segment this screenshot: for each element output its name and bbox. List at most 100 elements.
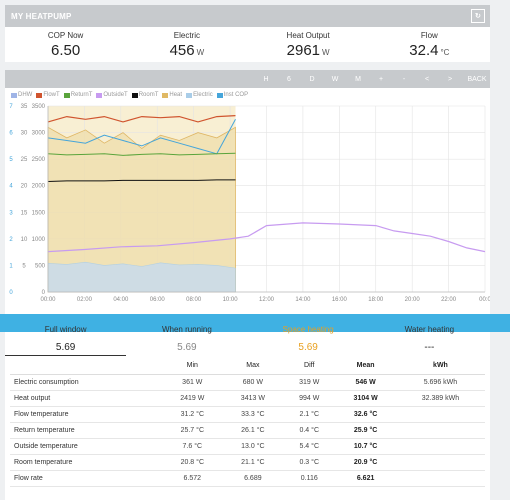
table-cell: Flow temperature bbox=[10, 406, 163, 423]
heat-series bbox=[47, 126, 236, 293]
header-bar: MY HEATPUMP ↻ bbox=[5, 5, 490, 27]
header-cell: Mean bbox=[335, 358, 396, 375]
legend-label: ReturnT bbox=[70, 92, 93, 98]
legend-item[interactable]: OutsideT bbox=[96, 92, 128, 98]
table-cell: 6.689 bbox=[222, 470, 284, 487]
chart-legend: DHW FlowT ReturnT OutsideT RoomT Heat Electric… bbox=[11, 92, 248, 98]
tab-space-heating[interactable]: Space heating 5.69 bbox=[248, 325, 369, 356]
flowt-series bbox=[47, 115, 236, 123]
legend-item[interactable]: Heat bbox=[162, 92, 182, 98]
table-cell: 32.6 °C bbox=[335, 406, 396, 423]
stat-label: Electric bbox=[173, 31, 200, 40]
stat-value: 2961 W bbox=[286, 42, 330, 59]
tab-when-running[interactable]: When running 5.69 bbox=[126, 325, 247, 356]
btn-week[interactable]: W bbox=[331, 75, 339, 83]
stat-value: 456 W bbox=[169, 42, 205, 59]
legend-label: Heat bbox=[169, 92, 183, 98]
table-cell: 20.8 °C bbox=[162, 454, 223, 471]
x-tick-label: 12:00 bbox=[259, 297, 275, 303]
tab-water-heating[interactable]: Water heating --- bbox=[369, 325, 490, 356]
table-cell: 3104 W bbox=[335, 390, 396, 407]
table-cell: 5.696 kWh bbox=[395, 374, 485, 391]
table-cell bbox=[395, 406, 485, 423]
pan-right-button[interactable]: > bbox=[447, 75, 453, 83]
temp-tick-label: 10 bbox=[21, 237, 28, 243]
table-cell: 361 W bbox=[162, 374, 223, 391]
legend-item[interactable]: FlowT bbox=[36, 92, 60, 98]
table-cell: 20.9 °C bbox=[335, 454, 396, 471]
outsidet-series bbox=[47, 222, 486, 253]
header-cell: Diff bbox=[283, 358, 336, 375]
zoom-in-button[interactable]: + bbox=[378, 75, 384, 83]
legend-label: Inst COP bbox=[223, 92, 249, 98]
cop-tick-label: 3 bbox=[9, 210, 13, 216]
btn-day[interactable]: D bbox=[309, 75, 315, 83]
heatpump-chart: 00:00 02:00 04:00 06:00 08:00 10:00 12:00 14:00… bbox=[9, 104, 490, 303]
legend-label: OutsideT bbox=[103, 92, 128, 98]
legend-item[interactable]: Electric bbox=[186, 92, 213, 98]
table-cell: 0.116 bbox=[283, 470, 336, 487]
tab-label: When running bbox=[161, 325, 212, 334]
y-tick-label: 3000 bbox=[32, 131, 46, 137]
cop-tick-label: 4 bbox=[9, 184, 13, 190]
table-cell bbox=[395, 438, 485, 455]
table-cell: Heat output bbox=[10, 390, 163, 407]
tab-label: Water heating bbox=[404, 325, 455, 334]
temp-tick-label: 35 bbox=[21, 104, 28, 110]
tab-label: Space heating bbox=[282, 325, 334, 334]
table-cell: 25.9 °C bbox=[335, 422, 396, 439]
x-tick-label: 00:00 bbox=[40, 297, 56, 303]
table-row: Flow rate 6.572 6.689 0.116 6.621 bbox=[10, 470, 485, 487]
btn-month[interactable]: M bbox=[355, 75, 361, 83]
legend-item[interactable]: RoomT bbox=[131, 92, 158, 98]
legend-swatch bbox=[131, 92, 138, 98]
y-tick-label: 2000 bbox=[32, 184, 46, 190]
table-cell: Outside temperature bbox=[10, 438, 163, 455]
pan-left-button[interactable]: < bbox=[424, 75, 430, 83]
table-cell: 680 W bbox=[222, 374, 284, 391]
btn-6h[interactable]: 6 bbox=[287, 75, 291, 83]
table-row: Room temperature 20.8 °C 21.1 °C 0.3 °C 20.9… bbox=[10, 454, 485, 471]
y-tick-label: 2500 bbox=[32, 157, 46, 163]
stat-label: COP Now bbox=[47, 31, 84, 40]
y-tick-label: 1000 bbox=[32, 237, 46, 243]
header-cell bbox=[10, 358, 163, 375]
tab-full-window[interactable]: Full window 5.69 bbox=[5, 325, 127, 356]
tab-label: Full window bbox=[44, 325, 87, 334]
legend-item[interactable]: Inst COP bbox=[216, 92, 249, 98]
table-cell: 3413 W bbox=[222, 390, 284, 407]
x-tick-label: 00:0 bbox=[479, 297, 490, 303]
legend-label: Electric bbox=[193, 92, 213, 98]
header-cell: kWh bbox=[395, 358, 485, 375]
table-row: Heat output 2419 W 3413 W 994 W 3104 W 32.389… bbox=[10, 390, 485, 407]
graph-panel: H 6 D W M + - < > BACK DHW FlowT ReturnT Ou… bbox=[5, 70, 490, 314]
x-tick-label: 14:00 bbox=[295, 297, 311, 303]
legend-swatch bbox=[11, 92, 17, 98]
cop-tick-label: 7 bbox=[9, 104, 13, 110]
header-cell: Min bbox=[162, 358, 223, 375]
table-cell: Return temperature bbox=[10, 422, 163, 439]
table-cell: 0.3 °C bbox=[283, 454, 336, 471]
table-row: Return temperature 25.7 °C 26.1 °C 0.4 °C 25… bbox=[10, 422, 485, 439]
table-cell: 10.7 °C bbox=[335, 438, 396, 455]
table-header-row: Min Max Diff Mean kWh bbox=[10, 358, 485, 375]
table-cell: 26.1 °C bbox=[222, 422, 284, 439]
y-tick-label: 3500 bbox=[32, 104, 46, 110]
refresh-icon[interactable]: ↻ bbox=[471, 9, 485, 23]
table-cell: 21.1 °C bbox=[222, 454, 284, 471]
legend-label: DHW bbox=[18, 92, 33, 98]
stat-electric: Electric 456 W bbox=[126, 27, 247, 62]
legend-item[interactable]: DHW bbox=[11, 92, 32, 98]
graph-toolbar: H 6 D W M + - < > BACK bbox=[5, 70, 490, 88]
tab-value: 5.69 bbox=[177, 342, 197, 353]
table-cell: 6.621 bbox=[335, 470, 396, 487]
back-button[interactable]: BACK bbox=[467, 75, 487, 83]
zoom-out-button[interactable]: - bbox=[402, 75, 406, 83]
table-cell: 2419 W bbox=[162, 390, 223, 407]
cop-tick-label: 6 bbox=[9, 131, 13, 137]
table-cell: 994 W bbox=[283, 390, 336, 407]
btn-hour[interactable]: H bbox=[263, 75, 269, 83]
mode-tabs: Full window 5.69 When running 5.69 Space… bbox=[5, 325, 490, 356]
table-cell: 13.0 °C bbox=[222, 438, 284, 455]
legend-item[interactable]: ReturnT bbox=[63, 92, 93, 98]
